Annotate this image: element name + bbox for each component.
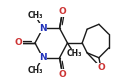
Text: CH₃: CH₃ xyxy=(27,11,43,20)
Text: O: O xyxy=(59,7,66,16)
Text: N: N xyxy=(39,53,47,62)
Text: O: O xyxy=(97,63,105,72)
Text: N: N xyxy=(39,24,47,33)
Text: O: O xyxy=(59,70,66,79)
Text: O: O xyxy=(14,39,22,47)
Text: CH₃: CH₃ xyxy=(67,49,82,58)
Text: CH₃: CH₃ xyxy=(27,66,43,75)
